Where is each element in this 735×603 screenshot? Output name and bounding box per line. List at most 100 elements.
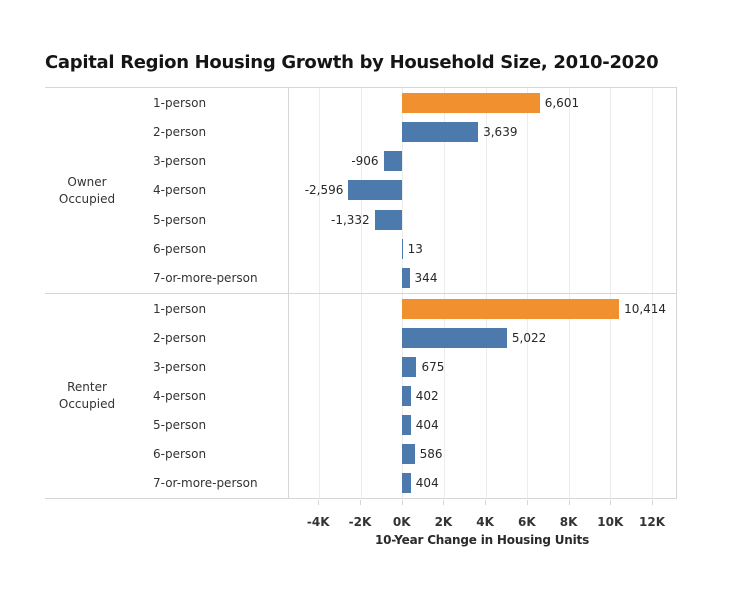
- x-axis-tick-label: 6K: [518, 515, 536, 529]
- category-column: 1-person 2-person 3-person 4-person 5-person…: [129, 88, 288, 293]
- group-label: Renter Occupied: [58, 380, 116, 411]
- group-label-cell: Owner Occupied: [45, 88, 129, 293]
- value-label: 5,022: [511, 330, 547, 345]
- bar-row: 404: [289, 469, 676, 498]
- bar[interactable]: [402, 444, 415, 465]
- bar[interactable]: [402, 415, 411, 436]
- x-axis-tick-mark: [401, 500, 403, 505]
- bar-row: 10,414: [289, 294, 676, 323]
- group-section: Owner Occupied 1-person 2-person 3-person 4-…: [45, 88, 677, 293]
- value-label: -906: [351, 154, 379, 169]
- group-label: Owner Occupied: [58, 174, 116, 206]
- bar[interactable]: [402, 92, 540, 113]
- x-axis-tick-mark: [568, 500, 570, 505]
- value-label: 402: [415, 388, 439, 403]
- gridline: [485, 294, 487, 498]
- bar[interactable]: [348, 180, 403, 201]
- gridline: [527, 88, 529, 293]
- bar-row: 404: [289, 411, 676, 440]
- bar-row: 6,601: [289, 88, 676, 117]
- category-label: 5-person: [153, 212, 207, 227]
- value-label: -2,596: [304, 183, 344, 198]
- x-axis-tick-label: 12K: [639, 515, 665, 529]
- plot-area: 10,414 5,022 675 402 404 586 404: [288, 294, 677, 498]
- gridline: [568, 294, 570, 498]
- chart-panel: Owner Occupied 1-person 2-person 3-person 4-…: [45, 87, 677, 499]
- value-label: 10,414: [624, 301, 667, 316]
- bar[interactable]: [374, 209, 403, 230]
- bar[interactable]: [402, 327, 507, 348]
- group-section: Renter Occupied 1-person 2-person 3-person 4…: [45, 293, 677, 498]
- category-label: 2-person: [153, 330, 207, 345]
- gridline: [319, 294, 321, 498]
- value-label: -1,332: [331, 212, 370, 227]
- value-label: 13: [407, 242, 423, 257]
- plot-area: 6,601 3,639 -906 -2,596 -1,332 13 344: [288, 88, 677, 293]
- gridline: [444, 88, 445, 293]
- x-axis-tick-mark: [485, 500, 487, 505]
- bar[interactable]: [402, 473, 411, 494]
- bar-row: 5,022: [289, 323, 676, 352]
- bar-row: 13: [289, 234, 676, 263]
- category-label: 3-person: [153, 154, 207, 169]
- gridline: [610, 294, 612, 498]
- x-axis-tick-mark: [652, 500, 653, 505]
- bar-row: 402: [289, 381, 676, 410]
- x-axis-title: 10-Year Change in Housing Units: [374, 533, 590, 547]
- bar[interactable]: [402, 239, 404, 260]
- category-label: 6-person: [153, 447, 207, 462]
- category-label: 5-person: [153, 418, 207, 433]
- gridline: [652, 88, 654, 293]
- value-label: 586: [419, 447, 443, 462]
- category-label: 6-person: [153, 242, 207, 257]
- x-axis-tick-label: -4K: [306, 515, 330, 529]
- bar-row: 3,639: [289, 117, 676, 146]
- bar[interactable]: [402, 121, 479, 142]
- x-axis-tick-label: -2K: [348, 515, 372, 529]
- x-axis-tick-label: 4K: [476, 515, 494, 529]
- gridline: [610, 88, 612, 293]
- x-axis-tick-mark: [610, 500, 612, 505]
- value-label: 3,639: [483, 124, 518, 139]
- value-label: 404: [415, 476, 439, 491]
- bar-row: 586: [289, 440, 676, 469]
- value-label: 344: [414, 271, 438, 286]
- bar-row: -2,596: [289, 176, 676, 205]
- x-axis-tick-mark: [443, 500, 445, 505]
- category-label: 3-person: [153, 359, 207, 374]
- category-label: 1-person: [153, 95, 207, 110]
- value-label: 404: [415, 418, 439, 433]
- bar[interactable]: [402, 385, 411, 406]
- x-axis-tick-mark: [359, 500, 361, 505]
- bar[interactable]: [402, 356, 417, 377]
- category-label: 2-person: [153, 124, 207, 139]
- category-label: 1-person: [153, 301, 207, 316]
- value-label: 6,601: [544, 95, 580, 110]
- bar[interactable]: [383, 151, 403, 172]
- gridline: [568, 88, 570, 293]
- gridline: [485, 88, 487, 293]
- gridline: [444, 294, 445, 498]
- x-axis-tick-label: 8K: [559, 515, 578, 529]
- gridline: [527, 294, 529, 498]
- gridline: [402, 88, 404, 293]
- x-axis-tick-mark: [318, 500, 320, 505]
- category-label: 4-person: [153, 388, 207, 403]
- x-axis-tick-label: 10K: [597, 515, 624, 529]
- bar[interactable]: [402, 268, 410, 289]
- value-label: 675: [421, 359, 445, 374]
- bar-row: 344: [289, 264, 676, 293]
- bar-row: -1,332: [289, 205, 676, 234]
- category-column: 1-person 2-person 3-person 4-person 5-person…: [129, 294, 288, 498]
- chart-title: Capital Region Housing Growth by Househo…: [45, 52, 659, 73]
- x-axis-tick-label: 2K: [434, 515, 453, 529]
- bar[interactable]: [402, 298, 620, 319]
- bar-row: -906: [289, 147, 676, 176]
- gridline: [360, 294, 362, 498]
- category-label: 4-person: [153, 183, 207, 198]
- x-axis: -4K -2K 0K 2K 4K 6K 8K 10K 12K: [288, 500, 676, 532]
- category-label: 7-or-more-person: [153, 476, 258, 491]
- gridline: [652, 294, 654, 498]
- x-axis-tick-label: 0K: [392, 515, 411, 529]
